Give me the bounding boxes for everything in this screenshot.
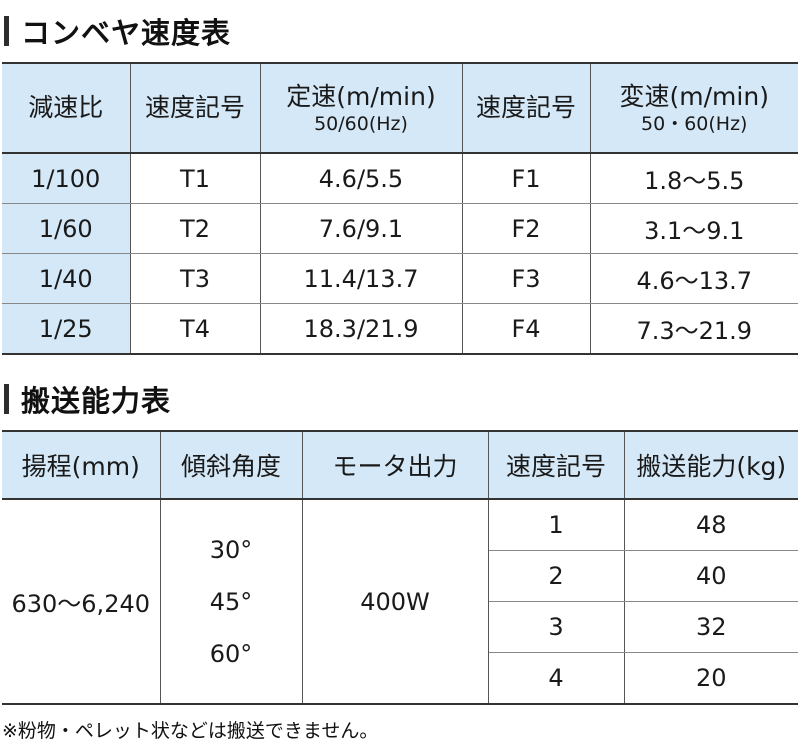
header-capacity: 搬送能力(kg) xyxy=(623,430,798,500)
header-speed-code: 速度記号 xyxy=(129,62,261,154)
header-constant-speed-hz: 50/60(Hz) xyxy=(314,113,408,135)
cell-variable: 7.3〜21.9 xyxy=(589,303,798,355)
table-row: 630〜6,240 30° 45° 60° 400W 1 48 xyxy=(2,499,798,705)
footnote: ※粉物・ペレット状などは搬送できません。 xyxy=(2,720,379,742)
table-row: 3 32 xyxy=(2,601,798,653)
header-constant-speed-label: 定速(m/min) xyxy=(286,82,436,111)
cell-ratio: 1/60 xyxy=(2,203,131,254)
header-motor: モータ出力 xyxy=(301,430,489,500)
cell-ratio: 1/40 xyxy=(2,253,131,304)
header-variable-speed-hz: 50・60(Hz) xyxy=(641,113,748,135)
table-row: 1/25 T4 18.3/21.9 F4 7.3〜21.9 xyxy=(2,303,798,355)
capacity-table-title-text: 搬送能力表 xyxy=(21,384,172,418)
conveying-capacity-table: 揚程(mm) 傾斜角度 モータ出力 速度記号 搬送能力(kg) 630〜6,24… xyxy=(2,430,798,705)
angle-value: 45° xyxy=(209,587,253,616)
table-row: 4 20 xyxy=(2,652,798,705)
table-row: 1/40 T3 11.4/13.7 F3 4.6〜13.7 xyxy=(2,253,798,304)
header-speed-code: 速度記号 xyxy=(487,430,625,500)
cell-variable: 4.6〜13.7 xyxy=(589,253,798,304)
cell-code-2: F4 xyxy=(461,303,591,355)
angle-value: 60° xyxy=(209,639,253,668)
cell-code: T2 xyxy=(129,203,261,254)
cell-capacity: 48 xyxy=(623,499,798,551)
cell-ratio: 1/25 xyxy=(2,303,131,355)
header-speed-code-2: 速度記号 xyxy=(461,62,591,154)
header-constant-speed: 定速(m/min) 50/60(Hz) xyxy=(259,62,463,154)
cell-constant: 4.6/5.5 xyxy=(259,153,463,204)
header-reduction-ratio: 減速比 xyxy=(2,62,131,154)
cell-constant: 7.6/9.1 xyxy=(259,203,463,254)
table-header-row: 揚程(mm) 傾斜角度 モータ出力 速度記号 搬送能力(kg) xyxy=(2,430,798,500)
cell-code-2: F2 xyxy=(461,203,591,254)
cell-capacity: 32 xyxy=(623,601,798,653)
cell-code: 1 xyxy=(487,499,625,551)
header-lift: 揚程(mm) xyxy=(2,430,161,500)
cell-variable: 1.8〜5.5 xyxy=(589,153,798,204)
title-bar-marker xyxy=(4,16,9,46)
header-variable-speed-label: 変速(m/min) xyxy=(619,82,769,111)
table-row: 1/60 T2 7.6/9.1 F2 3.1〜9.1 xyxy=(2,203,798,254)
speed-table-title: コンベヤ速度表 xyxy=(4,10,231,52)
cell-code: T1 xyxy=(129,153,261,204)
cell-code: 4 xyxy=(487,652,625,705)
conveyor-speed-table: 減速比 速度記号 定速(m/min) 50/60(Hz) 速度記号 変速(m/m… xyxy=(2,62,798,355)
cell-capacity: 40 xyxy=(623,550,798,602)
capacity-table-title: 搬送能力表 xyxy=(4,378,171,420)
cell-angles: 30° 45° 60° xyxy=(159,499,303,705)
cell-code: 2 xyxy=(487,550,625,602)
cell-capacity: 20 xyxy=(623,652,798,705)
cell-code-2: F3 xyxy=(461,253,591,304)
header-variable-speed: 変速(m/min) 50・60(Hz) xyxy=(589,62,798,154)
table-header-row: 減速比 速度記号 定速(m/min) 50/60(Hz) 速度記号 変速(m/m… xyxy=(2,62,798,154)
table-row: 1/100 T1 4.6/5.5 F1 1.8〜5.5 xyxy=(2,153,798,204)
cell-constant: 18.3/21.9 xyxy=(259,303,463,355)
cell-variable: 3.1〜9.1 xyxy=(589,203,798,254)
table-row: 2 40 xyxy=(2,550,798,602)
cell-lift: 630〜6,240 xyxy=(2,499,161,705)
cell-ratio: 1/100 xyxy=(2,153,131,204)
cell-code: T4 xyxy=(129,303,261,355)
cell-code-2: F1 xyxy=(461,153,591,204)
cell-code: 3 xyxy=(487,601,625,653)
cell-constant: 11.4/13.7 xyxy=(259,253,463,304)
header-angle: 傾斜角度 xyxy=(159,430,303,500)
angle-value: 30° xyxy=(209,535,253,564)
title-bar-marker xyxy=(4,384,9,414)
cell-code: T3 xyxy=(129,253,261,304)
speed-table-title-text: コンベヤ速度表 xyxy=(21,16,232,50)
cell-motor: 400W xyxy=(301,499,489,705)
